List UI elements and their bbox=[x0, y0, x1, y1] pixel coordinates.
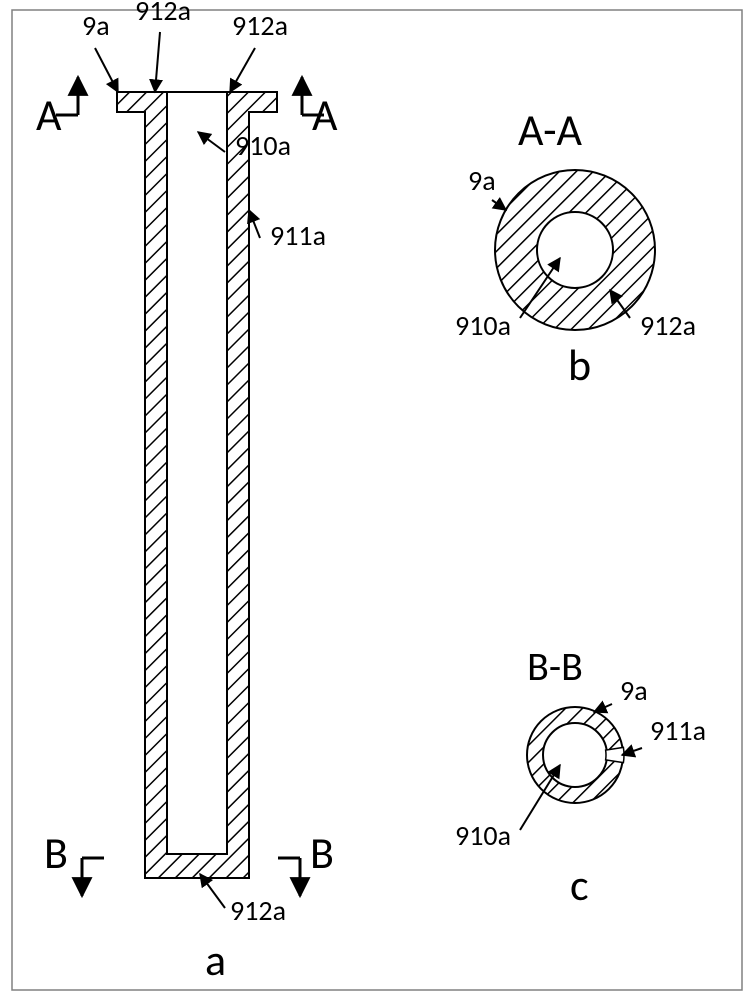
callout-leader bbox=[594, 704, 612, 712]
callout-leader bbox=[155, 32, 160, 92]
callout-label: 912a bbox=[232, 8, 288, 43]
callout-leader bbox=[95, 48, 118, 92]
callout-label: 910a bbox=[235, 128, 291, 163]
section-a-a-ring bbox=[495, 170, 655, 330]
section-label: B bbox=[310, 826, 334, 880]
section-title: B-B bbox=[527, 642, 583, 691]
section-label: B bbox=[44, 826, 68, 880]
callout-leader bbox=[198, 132, 225, 152]
callout-leader bbox=[230, 48, 255, 92]
subfigure-label: c bbox=[570, 858, 589, 912]
callout-label: 910a bbox=[455, 818, 511, 853]
callout-label: 911a bbox=[650, 713, 706, 748]
callout-label: 9a bbox=[468, 163, 496, 198]
section-title: A-A bbox=[518, 103, 583, 157]
callout-label: 9a bbox=[620, 673, 648, 708]
subfigure-label: a bbox=[205, 933, 226, 987]
callout-leader bbox=[492, 200, 506, 210]
section-label: A bbox=[312, 88, 338, 142]
callout-label: 9a bbox=[82, 8, 110, 43]
callout-label: 910a bbox=[455, 308, 511, 343]
callout-label: 912a bbox=[135, 0, 191, 28]
tube-longitudinal-section bbox=[117, 92, 277, 878]
callout-leader bbox=[622, 748, 642, 755]
callout-leader bbox=[200, 874, 225, 908]
callout-leader bbox=[249, 210, 260, 238]
ring-gap-911a bbox=[606, 747, 624, 762]
section-label: A bbox=[36, 88, 62, 142]
callout-label: 911a bbox=[270, 218, 326, 253]
callout-label: 912a bbox=[640, 308, 696, 343]
subfigure-label: b bbox=[568, 338, 591, 392]
callout-label: 912a bbox=[230, 893, 286, 928]
